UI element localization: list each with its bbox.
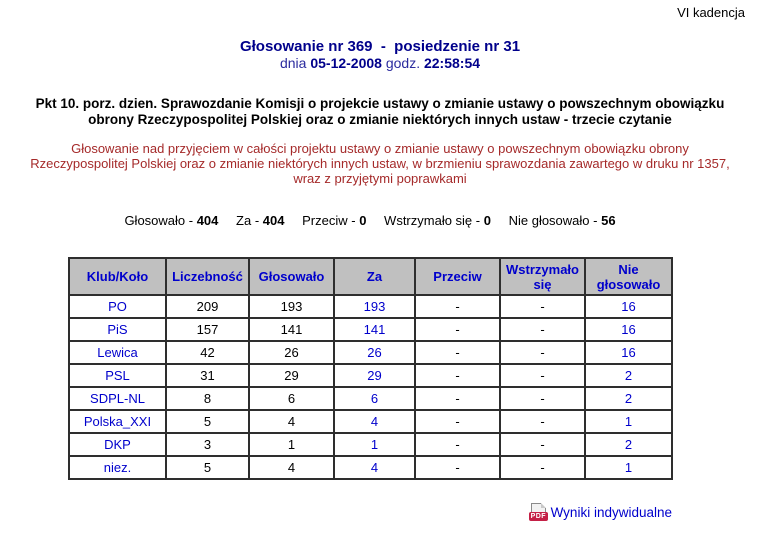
- voted-cell: 26: [248, 340, 335, 365]
- not-voted-cell[interactable]: 2: [584, 432, 673, 457]
- against-cell: -: [414, 363, 501, 388]
- for-cell[interactable]: 1: [333, 432, 416, 457]
- table-row: PiS 157 141 141- -16: [68, 317, 673, 342]
- for-cell[interactable]: 26: [333, 340, 416, 365]
- table-row: PO 209 193 193- -16: [68, 294, 673, 319]
- abstained-cell: -: [499, 363, 586, 388]
- voted-cell: 29: [248, 363, 335, 388]
- size-cell: 5: [165, 409, 250, 434]
- for-cell[interactable]: 193: [333, 294, 416, 319]
- col-header-club: Klub/Koło: [68, 257, 167, 296]
- footer: PDF Wyniki indywidualne: [68, 503, 672, 526]
- agenda-item-title: Pkt 10. porz. dzien. Sprawozdanie Komisj…: [35, 96, 725, 127]
- summary-abstained: Wstrzymało się - 0: [384, 213, 491, 228]
- col-header-size: Liczebność: [165, 257, 250, 296]
- not-voted-cell[interactable]: 1: [584, 455, 673, 480]
- club-cell[interactable]: SDPL-NL: [68, 386, 167, 411]
- club-cell[interactable]: Lewica: [68, 340, 167, 365]
- table-row: DKP 3 1 1- -2: [68, 432, 673, 457]
- abstained-cell: -: [499, 317, 586, 342]
- table-row: Lewica 42 26 26- -16: [68, 340, 673, 365]
- size-cell: 209: [165, 294, 250, 319]
- not-voted-cell[interactable]: 16: [584, 340, 673, 365]
- date-prefix: dnia: [279, 55, 307, 71]
- vote-datetime: dnia 05-12-2008 godz. 22:58:54: [0, 55, 760, 71]
- vote-time: 22:58:54: [423, 55, 481, 71]
- col-header-voted: Głosowało: [248, 257, 335, 296]
- abstained-cell: -: [499, 409, 586, 434]
- time-prefix: godz.: [385, 55, 421, 71]
- size-cell: 3: [165, 432, 250, 457]
- against-cell: -: [414, 294, 501, 319]
- club-cell[interactable]: DKP: [68, 432, 167, 457]
- size-cell: 157: [165, 317, 250, 342]
- abstained-cell: -: [499, 432, 586, 457]
- individual-results-label: Wyniki indywidualne: [550, 504, 672, 520]
- kadencja-label: VI kadencja: [677, 5, 745, 20]
- table-row: Polska_XXI 5 4 4- -1: [68, 409, 673, 434]
- individual-results-link[interactable]: PDF Wyniki indywidualne: [528, 503, 672, 521]
- size-cell: 8: [165, 386, 250, 411]
- vote-summary: Głosowało - 404 Za - 404 Przeciw - 0 Wst…: [0, 213, 740, 228]
- not-voted-cell[interactable]: 2: [584, 386, 673, 411]
- abstained-cell: -: [499, 386, 586, 411]
- club-cell[interactable]: PSL: [68, 363, 167, 388]
- abstained-cell: -: [499, 294, 586, 319]
- for-cell[interactable]: 4: [333, 455, 416, 480]
- voted-cell: 1: [248, 432, 335, 457]
- vote-description: Głosowanie nad przyjęciem w całości proj…: [30, 141, 730, 186]
- club-cell[interactable]: Polska_XXI: [68, 409, 167, 434]
- not-voted-cell[interactable]: 2: [584, 363, 673, 388]
- voted-cell: 193: [248, 294, 335, 319]
- size-cell: 31: [165, 363, 250, 388]
- against-cell: -: [414, 340, 501, 365]
- not-voted-cell[interactable]: 1: [584, 409, 673, 434]
- table-row: SDPL-NL 8 6 6- -2: [68, 386, 673, 411]
- against-cell: -: [414, 409, 501, 434]
- col-header-for: Za: [333, 257, 416, 296]
- summary-voted: Głosowało - 404: [124, 213, 219, 228]
- voted-cell: 4: [248, 455, 335, 480]
- for-cell[interactable]: 4: [333, 409, 416, 434]
- results-table: Klub/Koło Liczebność Głosowało Za Przeci…: [68, 257, 673, 480]
- not-voted-cell[interactable]: 16: [584, 317, 673, 342]
- col-header-abstained: Wstrzymało się: [499, 257, 586, 296]
- table-row: niez. 5 4 4- -1: [68, 455, 673, 480]
- col-header-against: Przeciw: [414, 257, 501, 296]
- club-cell[interactable]: PO: [68, 294, 167, 319]
- abstained-cell: -: [499, 340, 586, 365]
- club-cell[interactable]: niez.: [68, 455, 167, 480]
- size-cell: 5: [165, 455, 250, 480]
- summary-for: Za - 404: [236, 213, 285, 228]
- col-header-not-voted: Nie głosowało: [584, 257, 673, 296]
- size-cell: 42: [165, 340, 250, 365]
- vote-date: 05-12-2008: [310, 55, 382, 71]
- club-cell[interactable]: PiS: [68, 317, 167, 342]
- not-voted-cell[interactable]: 16: [584, 294, 673, 319]
- voted-cell: 6: [248, 386, 335, 411]
- pdf-icon: PDF: [528, 503, 549, 521]
- for-cell[interactable]: 6: [333, 386, 416, 411]
- vote-title: Głosowanie nr 369 - posiedzenie nr 31: [239, 38, 521, 55]
- against-cell: -: [414, 386, 501, 411]
- against-cell: -: [414, 455, 501, 480]
- for-cell[interactable]: 29: [333, 363, 416, 388]
- voted-cell: 141: [248, 317, 335, 342]
- for-cell[interactable]: 141: [333, 317, 416, 342]
- voted-cell: 4: [248, 409, 335, 434]
- results-table-body: PO 209 193 193- -16 PiS 157 141 141- -16 Lewica 42 2…: [68, 294, 673, 480]
- abstained-cell: -: [499, 455, 586, 480]
- summary-not-voted: Nie głosowało - 56: [508, 213, 616, 228]
- table-header-row: Klub/Koło Liczebność Głosowało Za Przeci…: [68, 257, 673, 296]
- against-cell: -: [414, 317, 501, 342]
- against-cell: -: [414, 432, 501, 457]
- summary-against: Przeciw - 0: [302, 213, 367, 228]
- table-row: PSL 31 29 29- -2: [68, 363, 673, 388]
